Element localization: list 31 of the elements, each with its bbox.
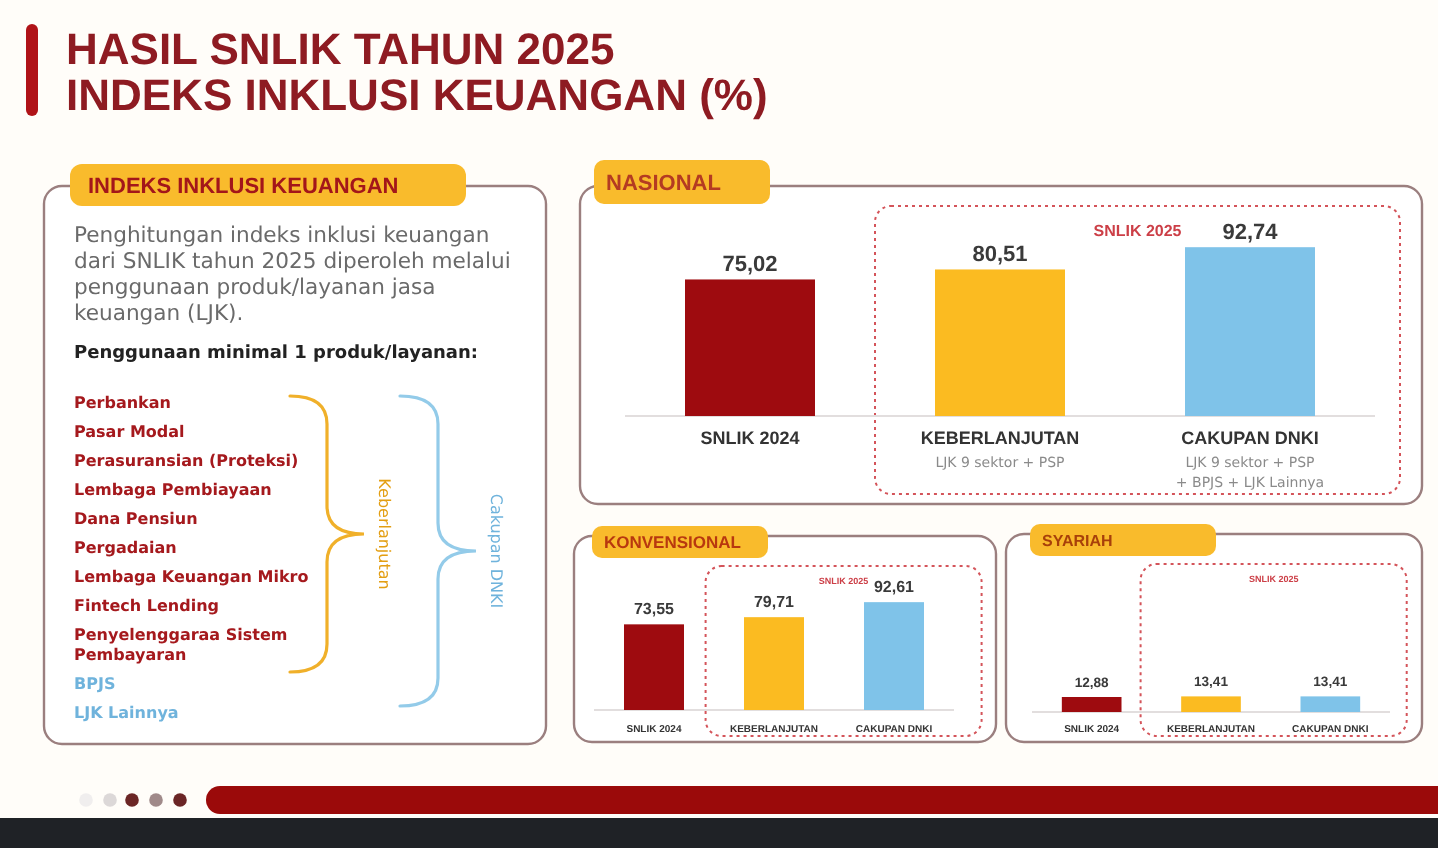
data-label: 73,55 <box>633 600 676 619</box>
text: Lembaga Pembiayaan <box>74 481 273 499</box>
text: Penggunaan minimal 1 produk/layanan: <box>74 344 479 364</box>
text: Fintech Lending <box>74 597 220 615</box>
text: Perbankan <box>74 394 172 412</box>
data-label: 92,61 <box>873 578 916 597</box>
x-tick-label: CAKUPAN DNKI <box>1181 428 1319 448</box>
x-tick-label: KEBERLANJUTAN <box>920 428 1080 448</box>
text: INDEKS INKLUSI KEUANGAN (%) <box>66 70 768 120</box>
data-label: 80,51 <box>972 243 1028 268</box>
text: SNLIK 2025 <box>1093 222 1183 240</box>
text: BPJS <box>74 675 116 693</box>
text: Dana Pensiun <box>74 510 199 528</box>
x-tick-label: SNLIK 2024 <box>700 428 800 448</box>
text: Penyelenggaraa Sistem Pembayaran <box>74 626 288 664</box>
data-label: 92,74 <box>1222 221 1280 246</box>
text: INDEKS INKLUSI KEUANGAN <box>88 175 399 199</box>
text: Cakupan DNKI <box>487 493 505 609</box>
text: Penghitungan indeks inklusi keuangan dari SNLIK tahun 2025 diperoleh melalui penggunaan produk/layanan jasa keuangan (LJK). <box>74 222 511 326</box>
data-label: 79,71 <box>753 593 796 612</box>
text: Pergadaian <box>74 539 178 557</box>
text: HASIL SNLIK TAHUN 2025 <box>66 24 615 74</box>
text: Perasuransian (Proteksi) <box>74 452 299 470</box>
text: Lembaga Keuangan Mikro <box>74 568 310 586</box>
text: Pasar Modal <box>74 423 186 441</box>
chart-title: NASIONAL <box>606 171 722 196</box>
text: Keberlanjutan <box>375 478 393 590</box>
chart-title: KONVENSIONAL <box>604 532 741 553</box>
data-label: 75,02 <box>722 253 778 278</box>
chart-title: SYARIAH <box>1042 531 1113 550</box>
text: LJK Lainnya <box>74 704 179 722</box>
